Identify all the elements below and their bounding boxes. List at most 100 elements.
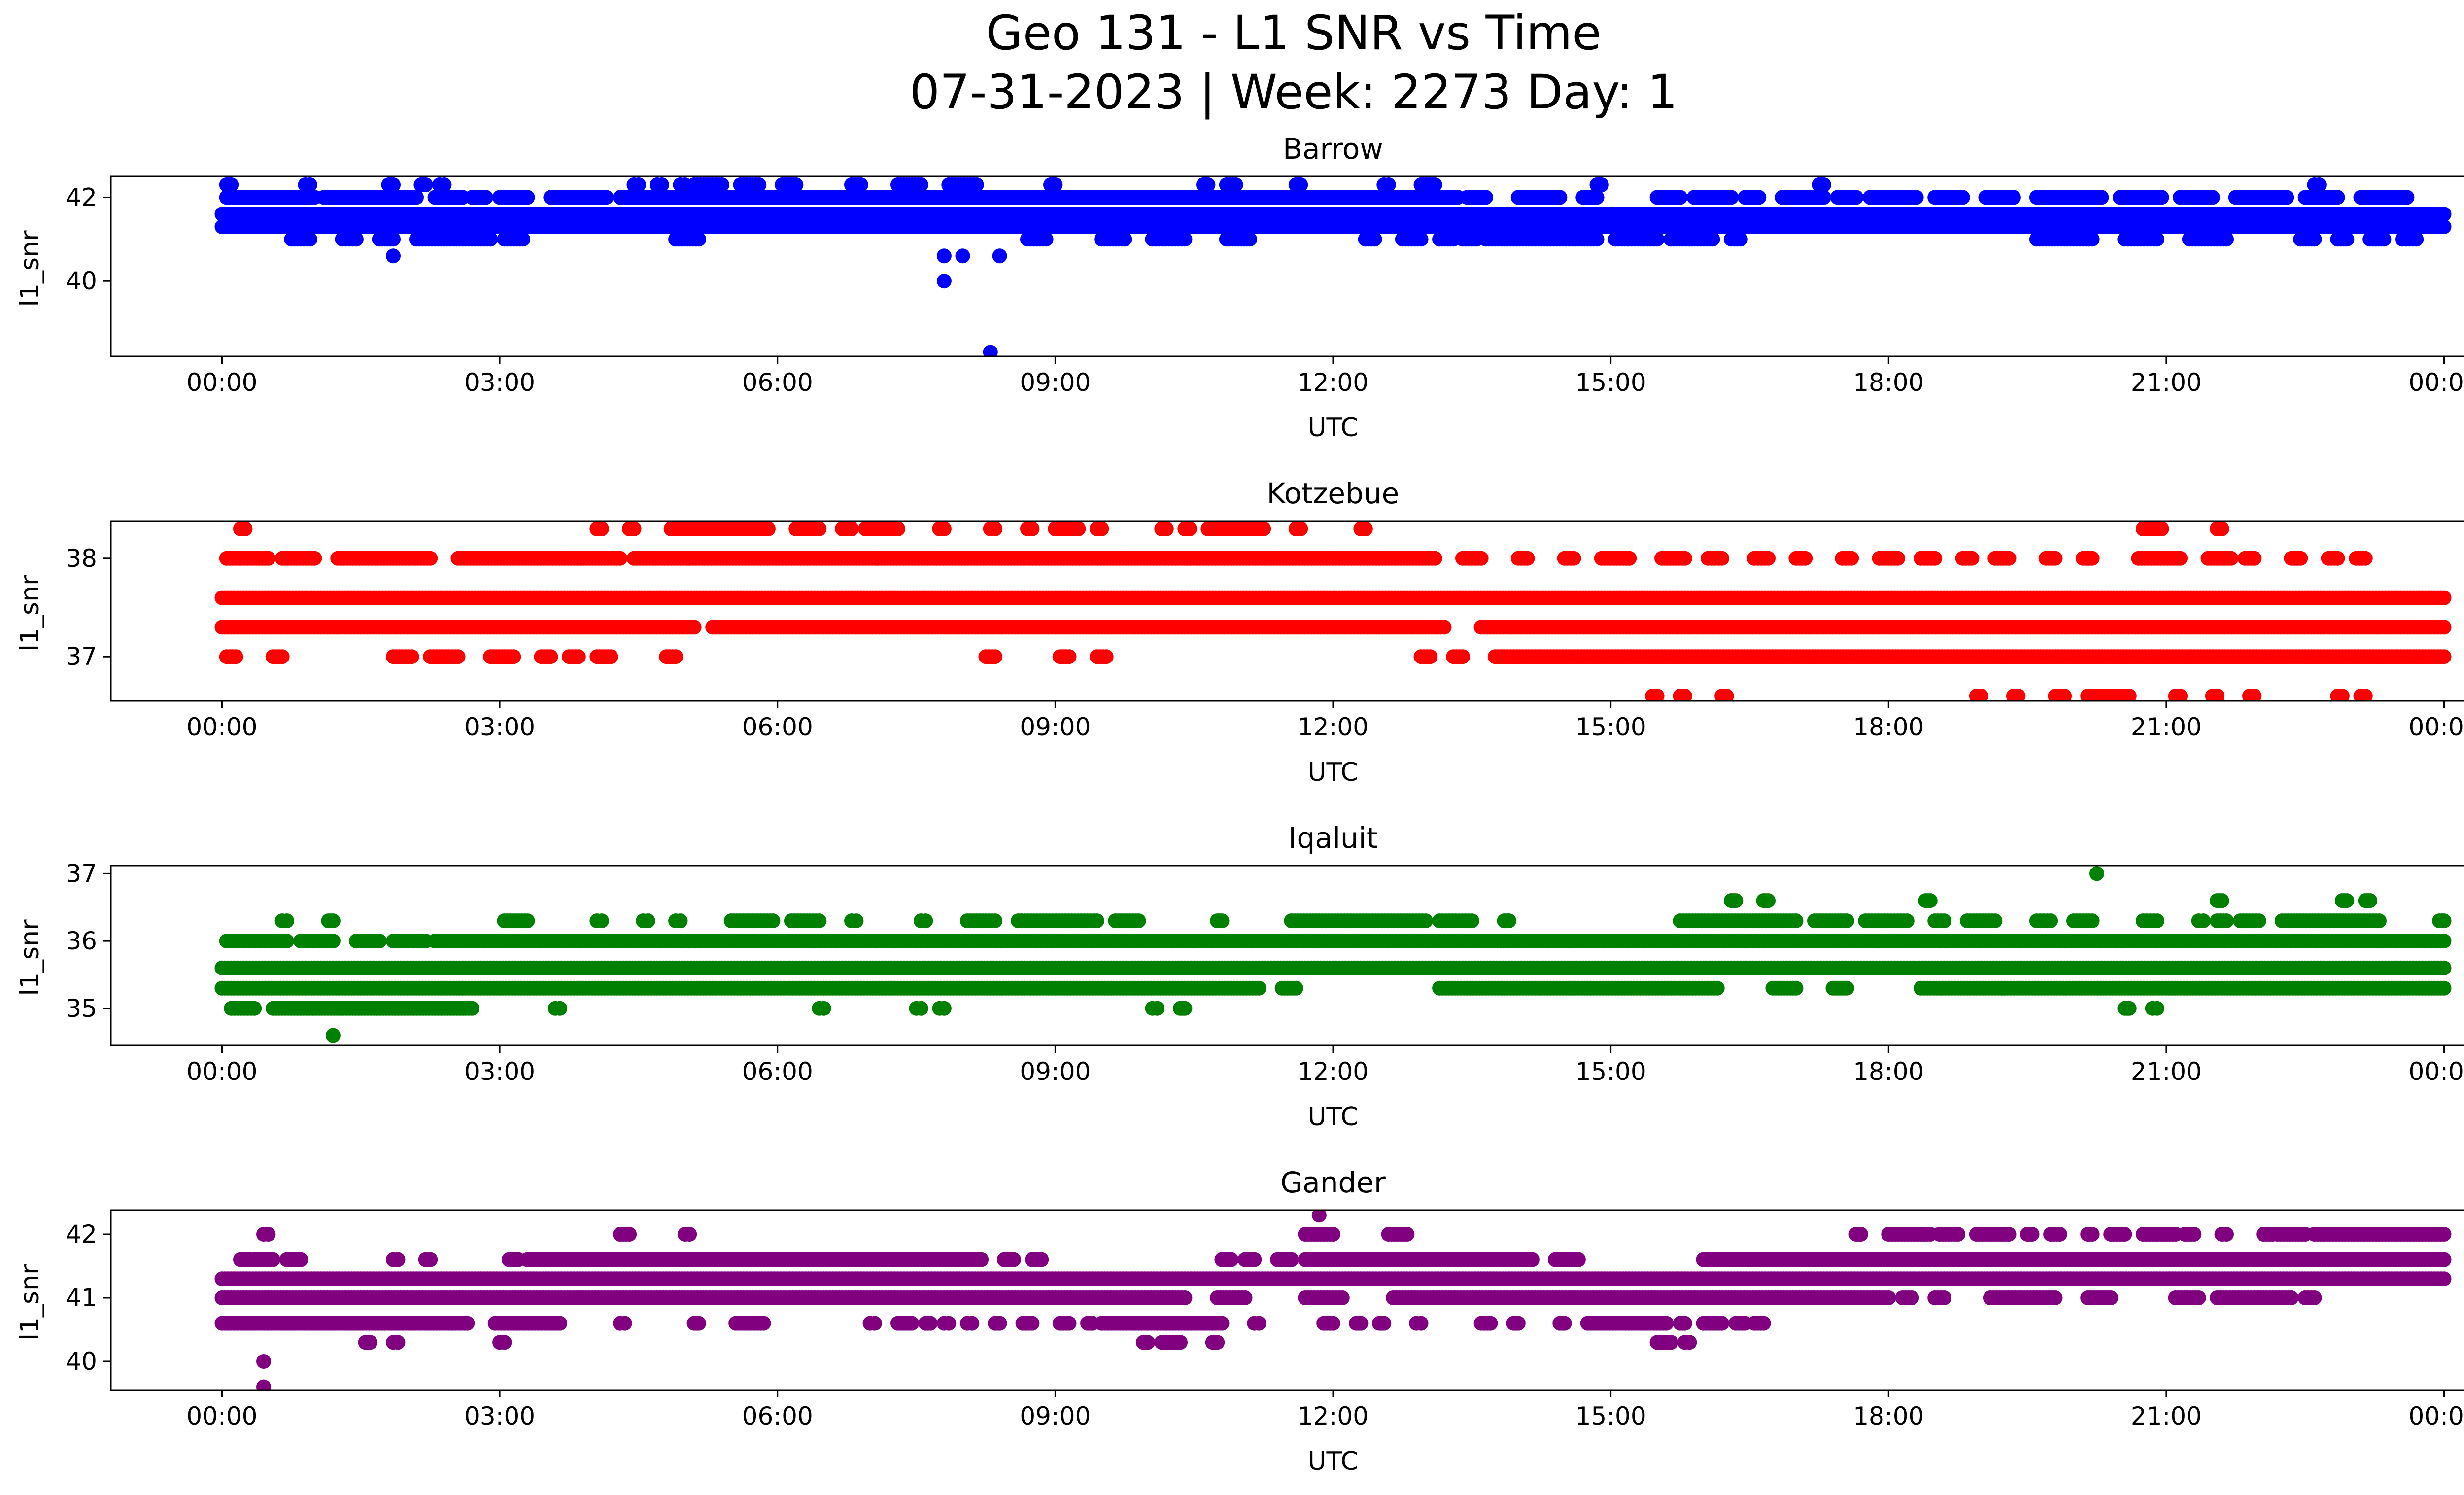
data-point	[483, 232, 498, 247]
data-point	[2001, 551, 2017, 566]
data-point	[1723, 190, 1739, 205]
data-point	[1719, 689, 1734, 701]
data-point	[274, 649, 290, 664]
x-axis-label: UTC	[1307, 758, 1358, 787]
data-point	[418, 177, 433, 192]
data-point	[2293, 551, 2308, 566]
y-axis-label: l1_snr	[15, 919, 45, 996]
data-point	[450, 649, 466, 664]
data-point	[228, 649, 243, 664]
x-tick-label: 06:00	[742, 368, 813, 397]
data-point	[2214, 522, 2229, 536]
data-point	[1038, 232, 1054, 247]
data-point	[2006, 190, 2021, 205]
data-point	[2399, 190, 2415, 205]
chart-title: Barrow	[1283, 132, 1383, 166]
data-point	[2436, 649, 2452, 664]
data-point	[1974, 689, 1989, 701]
data-point	[2048, 551, 2063, 566]
data-point	[1677, 689, 1692, 701]
data-point	[844, 522, 859, 536]
data-point	[983, 345, 998, 356]
chart-panel-iqaluit: Iqaluit UTC l1_snr 00:00 03:00 06:00 09:00 1…	[15, 821, 2464, 1132]
data-point	[2205, 190, 2220, 205]
data-point	[386, 177, 401, 192]
data-point	[603, 649, 618, 664]
data-point	[1071, 522, 1086, 536]
x-tick-label: 15:00	[1575, 368, 1646, 397]
x-tick-label: 06:00	[742, 713, 813, 741]
data-point	[594, 522, 609, 536]
data-point	[1816, 177, 1831, 192]
data-point	[1909, 190, 1924, 205]
data-point	[1649, 689, 1665, 701]
data-point	[812, 522, 827, 536]
data-point	[1566, 551, 1581, 566]
x-tick-label: 00:00	[186, 368, 257, 397]
x-tick-label: 21:00	[2131, 713, 2202, 741]
data-point	[2122, 689, 2137, 701]
data-points	[214, 522, 2452, 701]
data-point	[1677, 551, 1692, 566]
data-point	[1427, 551, 1442, 566]
data-point	[437, 177, 452, 192]
data-point	[1552, 190, 1568, 205]
data-point	[2409, 232, 2424, 247]
y-tick-label: 37	[66, 642, 97, 671]
data-point	[386, 248, 401, 264]
data-point	[1159, 522, 1174, 536]
data-point	[2057, 689, 2072, 701]
data-point	[1242, 232, 1257, 247]
y-tick-label: 38	[66, 544, 97, 573]
data-point	[2173, 689, 2188, 701]
data-point	[2247, 551, 2262, 566]
figure-title-line2: 07-31-2023 | Week: 2273 Day: 1	[910, 65, 1678, 120]
data-point	[478, 190, 493, 205]
data-point	[506, 649, 521, 664]
data-point	[599, 190, 614, 205]
data-point	[261, 551, 276, 566]
data-point	[913, 177, 928, 192]
data-point	[1478, 190, 1493, 205]
data-point	[1367, 232, 1382, 247]
data-point	[1025, 522, 1040, 536]
data-point	[668, 649, 684, 664]
y-tick-label: 40	[66, 267, 97, 295]
data-point	[348, 232, 364, 247]
data-point	[853, 177, 868, 192]
data-point	[2334, 689, 2350, 701]
data-point	[1381, 177, 1396, 192]
data-point	[1455, 649, 1470, 664]
data-point	[2358, 689, 2373, 701]
data-point	[2358, 551, 2373, 566]
data-point	[2436, 219, 2452, 234]
data-points	[214, 177, 2452, 356]
data-point	[386, 232, 401, 247]
data-point	[2224, 551, 2239, 566]
chart-title: Kotzebue	[1267, 477, 1400, 510]
data-point	[2339, 232, 2355, 247]
data-point	[1293, 522, 1308, 536]
data-point	[2085, 551, 2100, 566]
x-tick-label: 03:00	[464, 368, 535, 397]
data-point	[1520, 551, 1535, 566]
y-axis-label: l1_snr	[15, 575, 45, 652]
data-point	[2210, 689, 2225, 701]
data-point	[988, 649, 1003, 664]
data-point	[631, 177, 646, 192]
x-tick-label: 12:00	[1298, 713, 1369, 741]
data-point	[2436, 620, 2452, 635]
data-point	[571, 649, 586, 664]
data-point	[2376, 232, 2392, 247]
data-point	[1061, 649, 1077, 664]
data-point	[626, 522, 642, 536]
data-point	[1649, 232, 1665, 247]
data-point	[1177, 232, 1193, 247]
figure-title-line1: Geo 131 - L1 SNR vs Time	[986, 5, 1602, 61]
data-point	[307, 551, 322, 566]
data-point	[302, 177, 317, 192]
data-point	[1890, 551, 1906, 566]
data-point	[691, 232, 706, 247]
